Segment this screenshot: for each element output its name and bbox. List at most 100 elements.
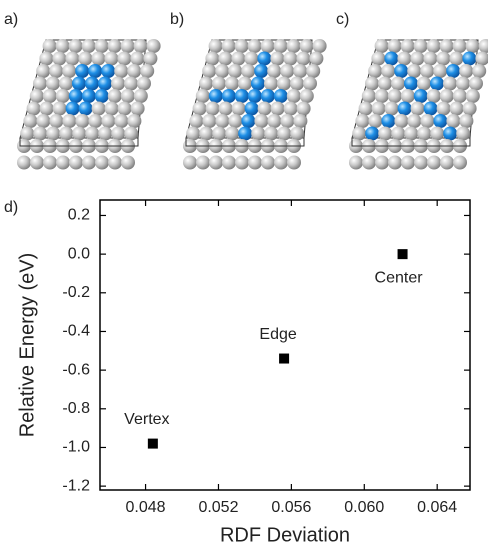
adsorbate-atom [248, 89, 262, 103]
substrate-atom [78, 52, 92, 66]
substrate-atom [274, 156, 288, 170]
substrate-atom [69, 156, 83, 170]
substrate-atom [206, 102, 220, 116]
substrate-atom [375, 156, 389, 170]
adsorbate-atom [75, 64, 89, 78]
substrate-atom [235, 39, 249, 53]
substrate-atom [446, 114, 460, 128]
adsorbate-atom [414, 89, 428, 103]
adsorbate-atom [261, 89, 275, 103]
substrate-atom [283, 52, 297, 66]
substrate-atom [121, 89, 135, 103]
y-tick-label: -0.4 [62, 323, 90, 340]
substrate-atom [130, 52, 144, 66]
adsorbate-atom [88, 64, 102, 78]
substrate-atom [108, 89, 122, 103]
adsorbate-atom [101, 64, 115, 78]
substrate-atom [39, 52, 53, 66]
substrate-atom [196, 156, 210, 170]
substrate-atom [290, 127, 304, 141]
point [398, 249, 408, 259]
substrate-atom [466, 89, 480, 103]
substrate-atom [372, 102, 386, 116]
substrate-atom [59, 127, 73, 141]
substrate-atom [479, 39, 488, 53]
adsorbate-atom [443, 127, 457, 141]
substrate-atom [199, 127, 213, 141]
substrate-atom [111, 127, 125, 141]
substrate-atom [453, 89, 467, 103]
substrate-atom [147, 39, 161, 53]
substrate-atom [111, 77, 125, 91]
adsorbate-atom [424, 102, 438, 116]
y-tick-label: 0.2 [68, 207, 90, 224]
substrate-atom [300, 89, 314, 103]
y-tick-label: -1.2 [62, 477, 90, 494]
x-tick-label: 0.048 [126, 499, 166, 516]
substrate-atom [56, 89, 70, 103]
substrate-atom [284, 102, 298, 116]
y-tick-label: -0.2 [62, 284, 90, 301]
substrate-atom [52, 52, 66, 66]
substrate-atom [91, 52, 105, 66]
substrate-atom [287, 89, 301, 103]
substrate-atom [388, 39, 402, 53]
substrate-atom [36, 114, 50, 128]
substrate-atom [36, 64, 50, 78]
substrate-atom [33, 127, 47, 141]
substrate-atom [414, 39, 428, 53]
substrate-atom [196, 89, 210, 103]
substrate-atom [137, 77, 151, 91]
substrate-atom [427, 89, 441, 103]
substrate-atom [375, 39, 389, 53]
substrate-atom [453, 39, 467, 53]
substrate-atom [23, 114, 37, 128]
adsorbate-atom [222, 89, 236, 103]
substrate-atom [244, 52, 258, 66]
substrate-atom [411, 102, 425, 116]
page: a) b) c) d) RDF Deviation Relative Energ… [0, 0, 488, 548]
substrate-atom [430, 127, 444, 141]
x-tick-label: 0.056 [271, 499, 311, 516]
panel-label: a) [4, 11, 18, 28]
substrate-atom [82, 156, 96, 170]
substrate-atom [205, 52, 219, 66]
substrate-atom [417, 127, 431, 141]
substrate-atom [437, 102, 451, 116]
adsorbate-atom [66, 102, 80, 116]
substrate-atom [121, 39, 135, 53]
substrate-atom [436, 52, 450, 66]
substrate-atom [427, 39, 441, 53]
substrate-atom [108, 39, 122, 53]
substrate-atom [49, 64, 63, 78]
adsorbate-atom [98, 77, 112, 91]
substrate-atom [30, 156, 44, 170]
substrate-atom [43, 156, 57, 170]
adsorbate-atom [433, 114, 447, 128]
substrate-atom [140, 64, 154, 78]
adsorbate-atom [235, 89, 249, 103]
substrate-atom [258, 102, 272, 116]
adsorbate-atom [209, 89, 223, 103]
substrate-atom [394, 114, 408, 128]
substrate-atom [280, 64, 294, 78]
substrate-atom [297, 102, 311, 116]
substrate-atom [33, 77, 47, 91]
substrate-atom [293, 114, 307, 128]
substrate-atom [280, 114, 294, 128]
substrate-atom [30, 89, 44, 103]
substrate-atom [391, 127, 405, 141]
substrate-atom [69, 39, 83, 53]
substrate-atom [388, 89, 402, 103]
substrate-atom [62, 114, 76, 128]
substrate-atom [261, 156, 275, 170]
point [148, 439, 158, 449]
substrate-atom [232, 102, 246, 116]
substrate-atom [427, 156, 441, 170]
substrate-atom [362, 156, 376, 170]
x-axis-title: RDF Deviation [220, 524, 350, 546]
substrate-atom [62, 64, 76, 78]
substrate-atom [92, 102, 106, 116]
substrate-atom [290, 77, 304, 91]
substrate-atom [98, 127, 112, 141]
